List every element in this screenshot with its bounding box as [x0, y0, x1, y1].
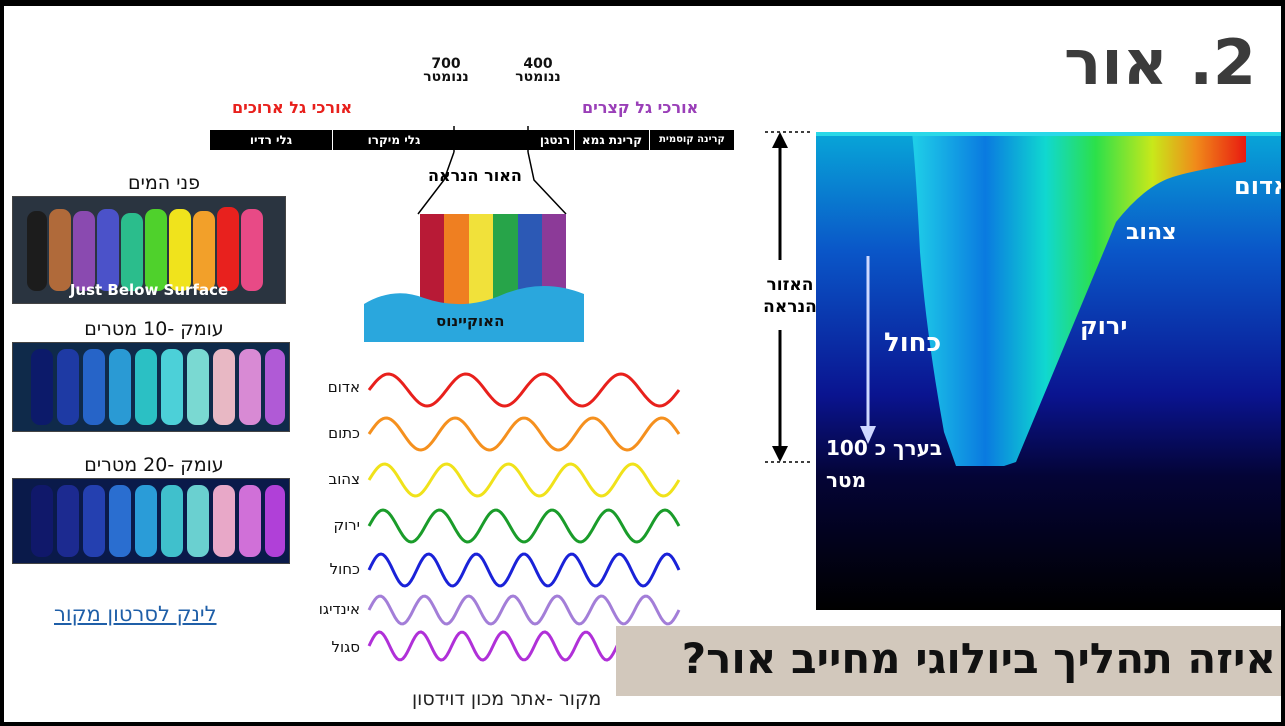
depth-label-yellow: צהוב — [1126, 220, 1177, 245]
visible-zone-line1: האזור — [766, 275, 814, 295]
short-waves-label: אורכי גל קצרים — [582, 98, 699, 117]
nm-400-label: 400 ננומטר — [510, 56, 566, 85]
xray-segment: רנטגן — [539, 133, 571, 147]
microwave-segment: גלי מיקרו — [367, 133, 421, 147]
em-spectrum-bar: גלי רדיו גלי מיקרו רנטגן קרינת גמא קרינה… — [210, 130, 734, 150]
wave-red — [367, 372, 681, 408]
question-text: איזה תהליך ביולוגי מחייב אור? — [681, 634, 1276, 683]
photo-20m — [12, 478, 290, 564]
nm-700-value: 700 — [431, 56, 461, 72]
wave-label-red: אדום — [327, 378, 360, 396]
depth-label-red: אדום — [1234, 172, 1285, 200]
visible-zone-label: האזור הנראה — [760, 274, 820, 318]
depth-meter-label: מטר — [826, 468, 867, 492]
source-video-link[interactable]: לינק לסרטון מקור — [54, 602, 217, 626]
wave-indigo — [367, 594, 681, 626]
wave-label-violet: סגול — [331, 638, 360, 656]
source-credit: מקור -אתר מכון דוידסון — [412, 688, 602, 710]
cosmic-segment: קרינה קוסמית — [659, 134, 725, 145]
photo-10m-label: עומק -10 מטרים — [84, 318, 224, 340]
visible-light-label: האור הנראה — [428, 166, 522, 185]
visible-zone-line2: הנראה — [763, 297, 817, 317]
ocean-label: האוקיינוס — [436, 312, 505, 330]
nm-400-value: 400 — [523, 56, 553, 72]
long-waves-label: אורכי גל ארוכים — [232, 98, 353, 117]
photo-20m-label: עומק -20 מטרים — [84, 454, 224, 476]
nm-700-unit: ננומטר — [423, 69, 469, 85]
wave-label-yellow: צהוב — [328, 470, 360, 488]
wave-orange — [367, 416, 681, 452]
wavelength-waves — [367, 372, 681, 662]
depth-down-arrow — [860, 256, 876, 444]
depth-label-green: ירוק — [1080, 312, 1128, 340]
visible-light-diagram — [364, 126, 584, 342]
depth-approx-label: בערך כ 100 — [826, 436, 943, 460]
wave-label-blue: כחול — [329, 560, 360, 578]
photo-surface-caption: Just Below Surface — [69, 281, 229, 299]
wave-blue — [367, 552, 681, 588]
gamma-segment: קרינת גמא — [581, 133, 643, 147]
wave-label-green: ירוק — [333, 516, 360, 534]
photo-10m — [12, 342, 290, 432]
ocean-depth-diagram — [816, 132, 1281, 610]
wave-yellow — [367, 462, 681, 498]
slide-title: 2. אור — [1064, 26, 1257, 99]
question-banner: איזה תהליך ביולוגי מחייב אור? — [616, 626, 1281, 696]
nm-700-label: 700 ננומטר — [418, 56, 474, 85]
radio-waves-segment: גלי רדיו — [249, 133, 293, 147]
photo-surface-label: פני המים — [128, 172, 200, 194]
nm-400-unit: ננומטר — [515, 69, 561, 85]
wave-label-indigo: אינדיגו — [318, 600, 360, 618]
photo-surface: Just Below Surface — [12, 196, 286, 304]
wave-green — [367, 508, 681, 544]
wave-label-orange: כתום — [328, 424, 360, 442]
visible-zone-arrow — [765, 131, 810, 463]
depth-label-blue: כחול — [884, 328, 942, 358]
